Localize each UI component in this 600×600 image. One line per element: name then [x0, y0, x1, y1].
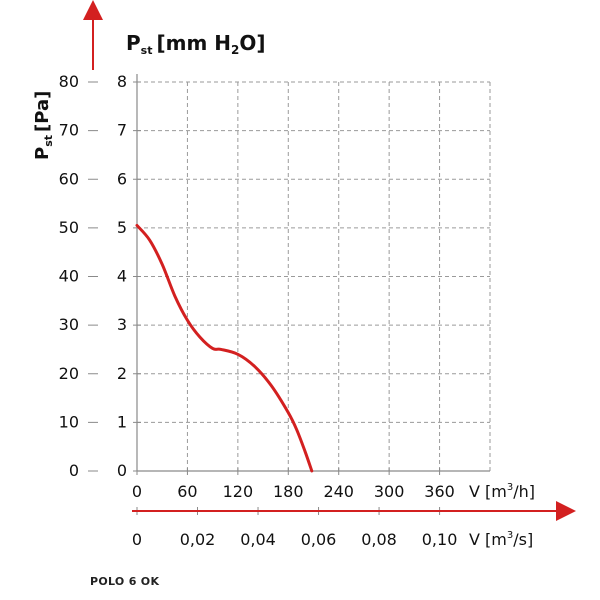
x-tick-label: 360: [424, 482, 455, 501]
mm-axis-title: Pst [mm H2O]: [126, 31, 266, 57]
pa-tick-label: 70: [59, 121, 79, 140]
pa-tick-label: 60: [59, 169, 79, 188]
model-label: POLO 6 OK: [90, 575, 160, 588]
mm-tick-label: 8: [117, 72, 127, 91]
x-tick-label: 240: [323, 482, 354, 501]
pa-tick-label: 10: [59, 412, 79, 431]
grid: [137, 81, 491, 471]
x2-tick-label: 0,10: [422, 530, 458, 549]
x2-tick-label: 0: [132, 530, 142, 549]
pa-tick-label: 80: [59, 72, 79, 91]
mm-tick-label: 4: [117, 267, 127, 286]
mm-tick-label: 0: [117, 461, 127, 480]
x-tick-label: 300: [374, 482, 405, 501]
mm-tick-label: 3: [117, 315, 127, 334]
axes: [136, 74, 490, 472]
x2-axis-ticks: 0 0,02 0,04 0,06 0,08 0,10: [132, 507, 457, 549]
pa-tick-label: 20: [59, 364, 79, 383]
x2-tick-label: 0,04: [240, 530, 276, 549]
mm-tick-label: 5: [117, 218, 127, 237]
pa-axis-title: Pst[Pa]: [32, 91, 55, 160]
x2-tick-label: 0,06: [301, 530, 337, 549]
x2-tick-label: 0,02: [180, 530, 216, 549]
mm-tick-label: 1: [117, 412, 127, 431]
x2-axis-title: V [m3/s]: [469, 530, 533, 549]
x-tick-label: 180: [273, 482, 304, 501]
pa-tick-label: 50: [59, 218, 79, 237]
x-tick-label: 120: [223, 482, 254, 501]
mm-tick-label: 6: [117, 169, 127, 188]
x-tick-label: 60: [177, 482, 197, 501]
pa-tick-label: 30: [59, 315, 79, 334]
mm-tick-label: 2: [117, 364, 127, 383]
mm-tick-label: 7: [117, 121, 127, 140]
pa-tick-label: 40: [59, 267, 79, 286]
x-tick-label: 0: [132, 482, 142, 501]
pa-tick-label: 0: [69, 461, 79, 480]
pa-axis-ticks: 0 10 20 30 40 50 60 70 80: [59, 72, 98, 480]
x-axis-ticks: 0 60 120 180 240 300 360: [132, 468, 455, 501]
x2-tick-label: 0,08: [361, 530, 397, 549]
x-axis-title: V [m3/h]: [469, 482, 535, 501]
performance-curve: [135, 223, 314, 473]
mm-axis-ticks: 0 1 2 3 4 5 6 7 8: [117, 72, 141, 480]
